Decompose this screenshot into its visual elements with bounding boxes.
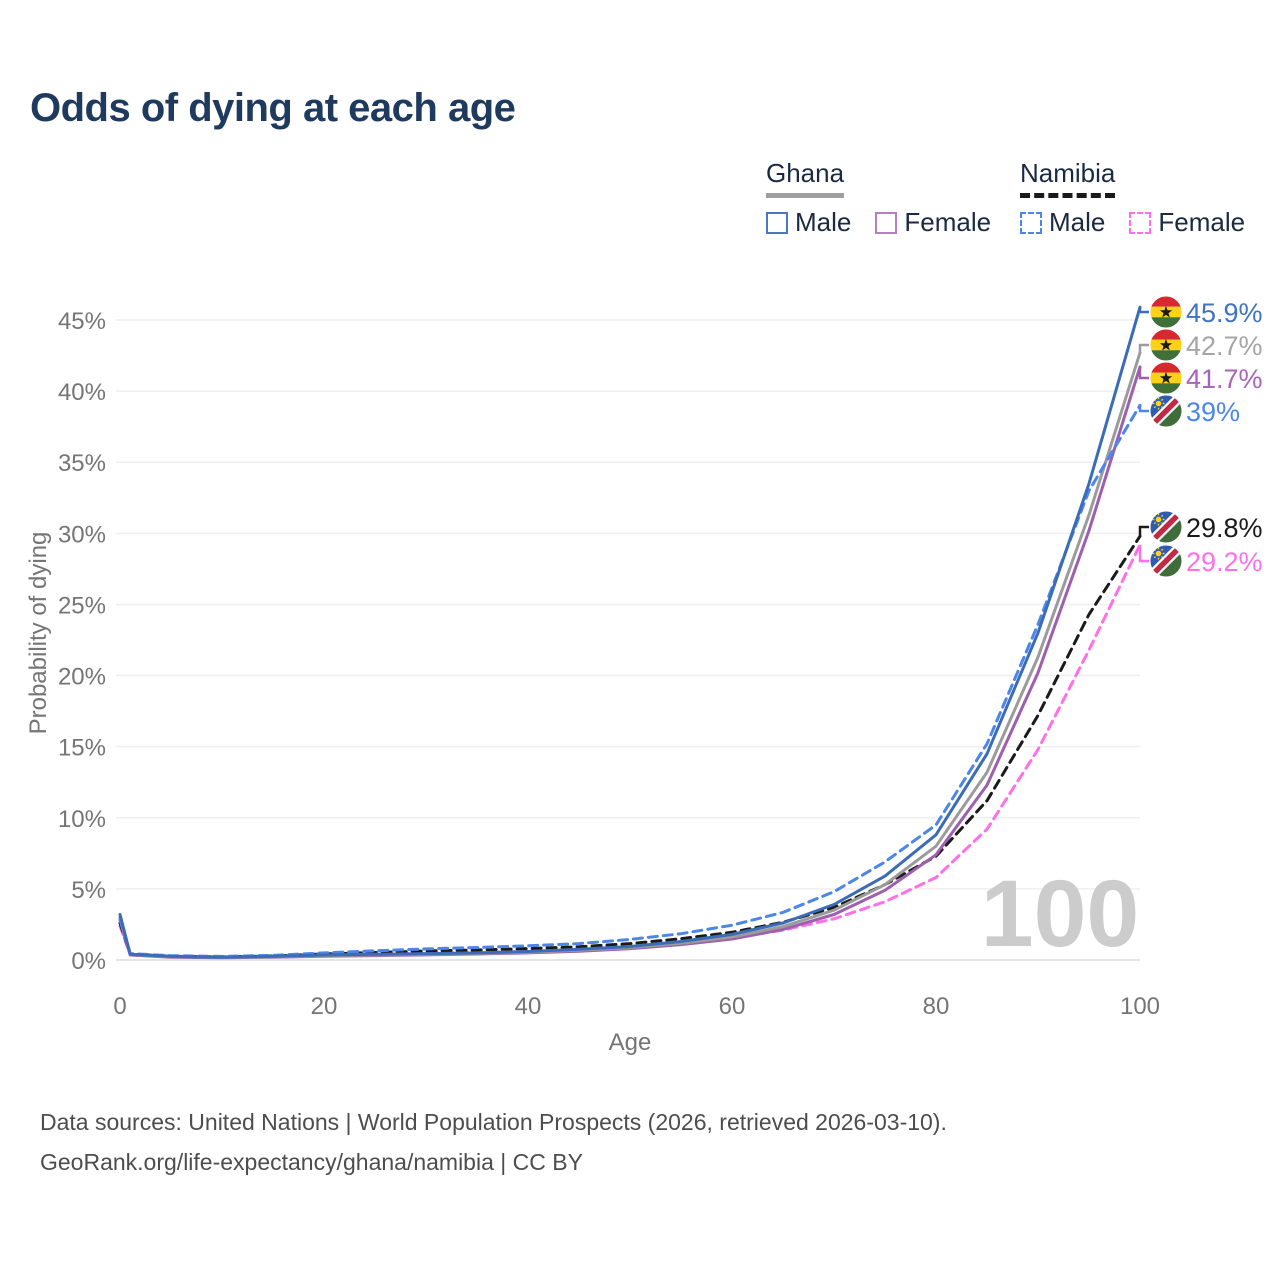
end-label-ghana-both-sexes: 42.7% [1186,331,1263,361]
legend-item-ghana-female[interactable]: Female [875,207,991,238]
ghana-male-swatch-icon [766,211,788,234]
end-label-leader [1138,525,1149,537]
end-label-leader [1138,307,1149,314]
namibia-male-swatch-icon [1020,211,1042,234]
age-watermark: 100 [981,861,1140,967]
y-tick-label: 15% [58,735,106,762]
ghana-female-swatch-icon [875,211,898,234]
y-tick-label: 25% [58,592,106,619]
legend-item-label: Female [904,207,992,237]
end-label-namibia-both-sexes: 29.8% [1186,513,1263,543]
y-tick-label: 20% [58,664,106,691]
flag-namibia-icon [1149,544,1183,578]
x-tick-label: 80 [923,993,950,1020]
x-tick-label: 40 [515,993,542,1020]
y-tick-label: 45% [58,308,106,335]
y-tick-label: 5% [71,877,106,904]
page-title: Odds of dying at each age [30,86,516,130]
x-tick-label: 100 [1120,993,1160,1020]
x-tick-label: 60 [719,993,746,1020]
namibia-female-swatch-icon [1129,211,1152,234]
y-axis-title: Probability of dying [25,532,52,735]
legend-item-ghana-male[interactable]: Male [766,207,851,238]
end-label-leader [1138,343,1149,353]
end-label-ghana-male: 45.9% [1186,298,1263,328]
legend-item-label: Female [1158,207,1246,237]
y-tick-label: 0% [71,948,106,975]
end-label-namibia-female: 29.2% [1186,547,1263,577]
x-tick-label: 20 [311,993,338,1020]
y-tick-label: 30% [58,521,106,548]
legend-item-label: Male [795,207,852,237]
legend-item-label: Male [1049,207,1106,237]
end-label-leader [1138,366,1149,380]
y-tick-label: 40% [58,379,106,406]
legend-item-namibia-male[interactable]: Male [1020,207,1105,238]
y-tick-label: 35% [58,450,106,477]
legend-country-ghana[interactable]: Ghana [766,158,845,198]
end-label-leader [1138,544,1149,563]
data-source-note: Data sources: United Nations | World Pop… [40,1102,947,1182]
legend-group-ghana: Ghana Male Female [766,158,991,238]
flag-namibia-icon [1149,394,1183,428]
end-label-leader [1138,405,1149,413]
legend-group-namibia: Namibia Male Female [1020,158,1245,238]
flag-namibia-icon [1149,510,1183,544]
x-tick-label: 0 [113,993,126,1020]
x-axis-title: Age [609,1029,652,1056]
end-label-ghana-female: 41.7% [1186,364,1263,394]
y-tick-label: 10% [58,806,106,833]
flag-ghana-icon [1149,361,1183,395]
flag-ghana-icon [1149,328,1183,362]
data-source-line: Data sources: United Nations | World Pop… [40,1109,947,1135]
end-label-namibia-male: 39% [1186,397,1240,427]
flag-ghana-icon [1149,295,1183,329]
line-ghana-male[interactable] [118,305,1142,959]
attribution-line: GeoRank.org/life-expectancy/ghana/namibi… [40,1149,583,1175]
legend-item-namibia-female[interactable]: Female [1129,207,1245,238]
legend-country-namibia[interactable]: Namibia [1020,158,1116,198]
